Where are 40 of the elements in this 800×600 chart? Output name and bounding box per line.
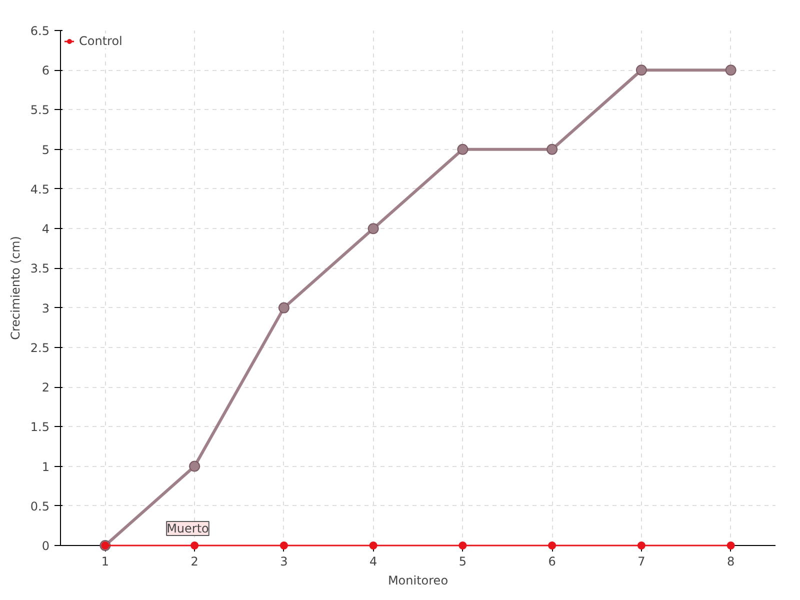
y-tick-label: 5 — [42, 142, 50, 157]
y-tick-label: 3 — [42, 301, 50, 316]
annotation: Muerto — [166, 522, 209, 536]
x-tick-label: 2 — [190, 554, 198, 568]
y-tick-label: 1.5 — [30, 420, 50, 434]
x-tick-label: 4 — [369, 554, 378, 568]
point — [458, 542, 467, 550]
y-tick-label: 6.5 — [30, 24, 50, 38]
y-tick-label: 0 — [42, 539, 50, 553]
x-tick-label: 8 — [726, 554, 735, 568]
x-tick-label: 5 — [458, 554, 467, 568]
y-tick-label: 6 — [42, 64, 50, 78]
point — [546, 144, 558, 155]
y-tick-label: 1 — [42, 460, 50, 474]
point — [190, 542, 199, 550]
x-tick-label: 3 — [280, 554, 288, 568]
x-axis-title: Monitoreo — [388, 574, 448, 588]
y-tick-label: 4 — [42, 222, 50, 236]
point — [278, 302, 290, 314]
point — [369, 542, 378, 550]
point — [457, 144, 468, 155]
point — [280, 542, 288, 550]
point — [548, 542, 556, 550]
point — [637, 542, 646, 550]
y-tick-label: 2 — [42, 380, 50, 395]
point — [189, 460, 200, 472]
point — [726, 542, 735, 550]
y-tick-label: 5.5 — [30, 103, 50, 118]
y-tick-label: 0.5 — [30, 499, 50, 514]
point — [725, 64, 736, 76]
legend-label: Control — [79, 34, 122, 48]
y-tick-label: 4.5 — [30, 182, 50, 196]
y-tick-label: 3.5 — [30, 262, 50, 276]
x-tick-label: 1 — [101, 554, 110, 568]
x-tick-label: 7 — [638, 554, 646, 568]
y-axis-title: Crecimiento (cm) — [8, 236, 22, 340]
y-tick-label: 2.5 — [30, 340, 50, 355]
x-tick-label: 6 — [548, 554, 556, 568]
point — [636, 64, 647, 76]
point — [368, 223, 379, 234]
